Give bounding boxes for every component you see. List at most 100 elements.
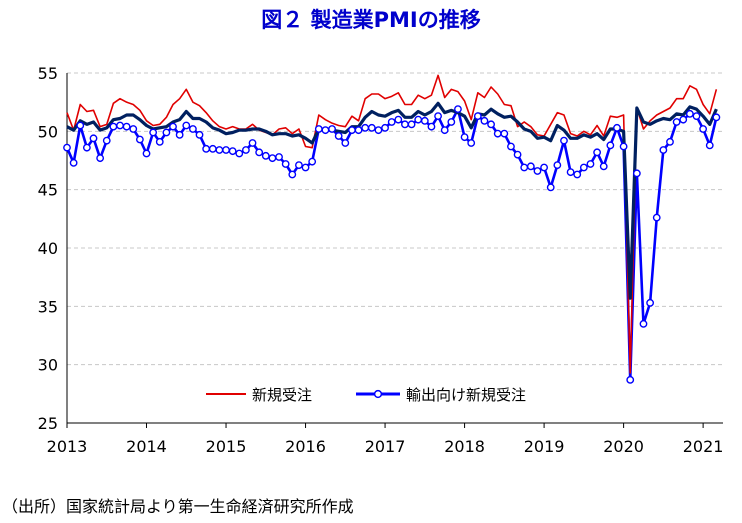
data-point [712, 113, 721, 122]
data-point [354, 126, 363, 135]
data-point [467, 139, 476, 147]
data-point [255, 148, 264, 157]
x-axis-tick-labels: 2013 2014 2015 2016 2017 2018 2019 2020 2021 [47, 437, 724, 456]
data-point [288, 170, 297, 179]
x-tick-label: 2021 [683, 437, 724, 456]
data-point [89, 134, 98, 143]
data-point [387, 118, 396, 126]
data-point [672, 118, 681, 126]
data-point [500, 129, 509, 138]
y-tick-label: 45 [38, 181, 58, 200]
data-point [646, 298, 655, 307]
data-point [374, 126, 383, 135]
data-point [334, 132, 343, 140]
data-point [314, 125, 323, 133]
data-point [606, 141, 615, 150]
data-point [82, 143, 91, 152]
data-point [460, 133, 469, 142]
data-point [69, 158, 78, 167]
series-markers [63, 105, 721, 384]
data-point [705, 141, 714, 150]
data-point [222, 146, 230, 154]
y-tick-label: 35 [38, 297, 58, 316]
data-point [308, 157, 317, 166]
data-point [626, 375, 635, 384]
data-point [560, 136, 568, 145]
data-point [493, 129, 502, 138]
data-point [169, 122, 177, 131]
data-point [454, 105, 462, 114]
x-tick-label: 2017 [365, 437, 406, 456]
data-point [102, 136, 111, 145]
data-point [96, 154, 105, 163]
data-point [394, 115, 403, 124]
data-point [129, 125, 138, 133]
data-point [553, 161, 562, 170]
y-tick-label: 25 [38, 414, 58, 433]
legend: 新規受注 輸出向け新規受注 [206, 386, 526, 404]
y-tick-label: 55 [38, 64, 58, 83]
data-point [235, 149, 244, 158]
x-tick-label: 2019 [524, 437, 565, 456]
data-point [526, 162, 535, 171]
x-tick-label: 2013 [47, 437, 88, 456]
data-point [699, 125, 708, 133]
data-point [149, 128, 158, 137]
data-point [341, 139, 350, 147]
data-point [414, 115, 423, 124]
data-point [546, 183, 555, 192]
data-point [281, 160, 290, 168]
data-point [228, 147, 237, 156]
data-point [632, 169, 641, 178]
legend-marker [373, 389, 383, 399]
data-point [182, 121, 191, 130]
data-point [202, 144, 211, 153]
data-point [533, 167, 542, 175]
data-point [540, 163, 548, 172]
data-point [321, 126, 330, 135]
data-point [434, 112, 442, 121]
data-point [76, 121, 85, 130]
data-point [619, 142, 628, 151]
data-point [447, 118, 456, 126]
data-point [208, 144, 217, 153]
chart-title: 図２ 製造業PMIの推移 [261, 8, 481, 32]
data-point [175, 130, 184, 139]
data-point [573, 170, 582, 179]
x-tick-label: 2014 [126, 437, 167, 456]
data-point [215, 146, 224, 154]
gridlines [67, 72, 723, 366]
data-point [666, 137, 674, 146]
data-point [242, 146, 250, 154]
series-line-1 [66, 101, 718, 300]
data-point [367, 123, 376, 132]
data-point [401, 120, 409, 129]
data-point [295, 161, 303, 170]
data-point [381, 123, 389, 132]
data-point [63, 143, 71, 152]
data-point [427, 122, 436, 131]
data-point [361, 123, 370, 132]
data-point [135, 135, 144, 144]
y-tick-label: 40 [38, 239, 58, 258]
data-point [599, 162, 608, 171]
data-point [301, 163, 310, 172]
data-point [162, 128, 171, 137]
data-point [659, 146, 668, 154]
data-point [348, 126, 356, 135]
data-point [593, 148, 602, 157]
x-tick-label: 2016 [285, 437, 326, 456]
data-point [109, 122, 118, 131]
y-axis-tick-labels: 25 30 35 40 45 50 55 [38, 64, 58, 433]
data-point [692, 112, 701, 121]
data-point [652, 213, 661, 222]
series-line-2 [66, 74, 718, 374]
x-tick-label: 2020 [603, 437, 644, 456]
axes [66, 73, 723, 428]
legend-label-export-orders: 輸出向け新規受注 [406, 386, 526, 404]
y-tick-label: 30 [38, 356, 58, 375]
data-point [480, 116, 489, 125]
data-point [155, 137, 164, 146]
data-point [142, 149, 151, 158]
